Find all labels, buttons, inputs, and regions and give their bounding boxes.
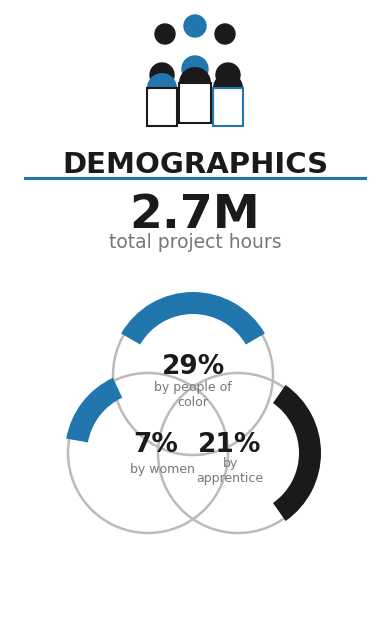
Circle shape [155, 24, 175, 44]
Wedge shape [66, 378, 122, 443]
Text: by women: by women [129, 463, 195, 475]
Text: by
apprentice: by apprentice [197, 457, 264, 485]
Circle shape [215, 24, 235, 44]
Text: by people of
color: by people of color [154, 381, 232, 409]
Text: total project hours: total project hours [109, 233, 281, 253]
Circle shape [150, 63, 174, 87]
Text: 21%: 21% [198, 432, 262, 458]
Circle shape [182, 56, 208, 82]
FancyBboxPatch shape [179, 83, 211, 123]
Circle shape [184, 15, 206, 37]
Wedge shape [213, 73, 243, 88]
Text: 2.7M: 2.7M [129, 192, 261, 238]
Text: DEMOGRAPHICS: DEMOGRAPHICS [62, 151, 328, 179]
Wedge shape [121, 292, 265, 344]
FancyBboxPatch shape [147, 88, 177, 126]
Text: 7%: 7% [133, 432, 179, 458]
Text: 29%: 29% [161, 354, 225, 380]
Circle shape [216, 63, 240, 87]
Wedge shape [273, 385, 321, 521]
Wedge shape [179, 67, 211, 83]
Wedge shape [147, 73, 177, 88]
FancyBboxPatch shape [213, 88, 243, 126]
